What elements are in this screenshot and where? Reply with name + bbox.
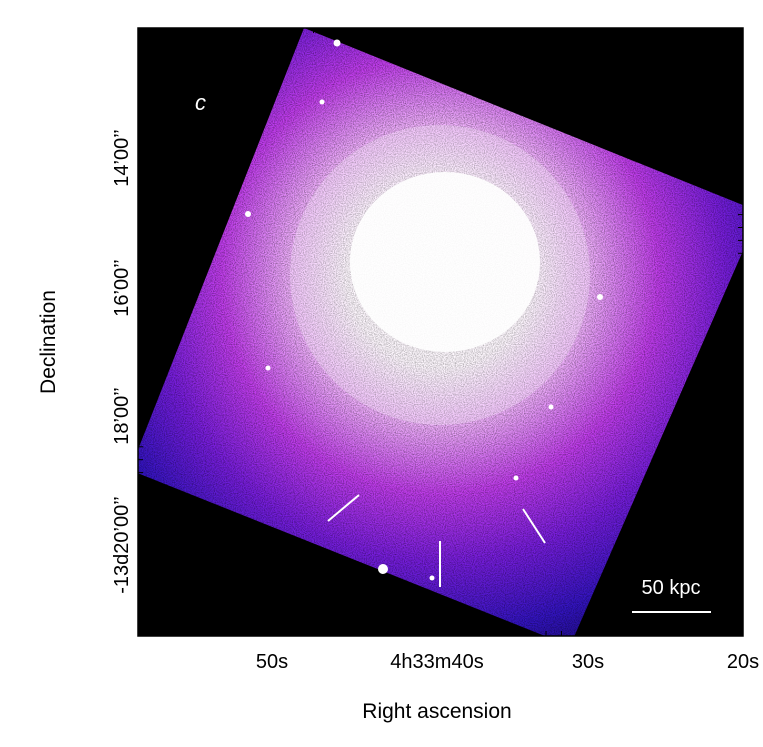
scale-bar-label: 50 kpc xyxy=(642,577,701,599)
panel-label: c xyxy=(195,90,206,115)
x-tick-label: 20s xyxy=(727,651,759,673)
y-tick-label: 16’00’’ xyxy=(111,259,133,316)
point-source xyxy=(333,39,341,47)
x-tick-label: 50s xyxy=(256,651,288,673)
cluster-core-glow xyxy=(290,125,590,425)
edge-markers xyxy=(327,494,546,587)
y-tick-label: 18’00’’ xyxy=(111,387,133,444)
point-source xyxy=(378,564,388,574)
point-source xyxy=(429,575,435,581)
x-axis-title: Right ascension xyxy=(362,700,511,723)
y-axis-title: Declination xyxy=(37,290,60,394)
frame-ticks xyxy=(138,28,744,636)
point-source xyxy=(265,365,271,371)
point-source xyxy=(319,99,325,105)
point-source xyxy=(548,404,554,410)
x-tick-label: 30s xyxy=(572,651,604,673)
point-source xyxy=(513,475,519,481)
y-tick-label: 14’00’’ xyxy=(111,129,133,186)
point-sources xyxy=(245,39,603,581)
cluster-core xyxy=(350,172,540,352)
point-source xyxy=(597,294,603,300)
edge-marker-line xyxy=(327,494,360,522)
edge-marker-line xyxy=(522,508,546,544)
x-tick-label: 4h33m40s xyxy=(390,651,483,673)
y-tick-label: -13d20’00’’ xyxy=(111,496,133,594)
plot-frame xyxy=(137,27,744,637)
point-source xyxy=(245,211,251,217)
